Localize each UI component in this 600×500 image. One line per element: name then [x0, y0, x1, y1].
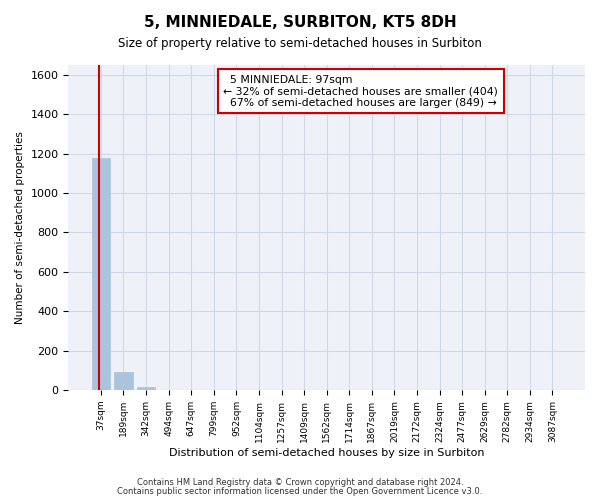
- Text: 5, MINNIEDALE, SURBITON, KT5 8DH: 5, MINNIEDALE, SURBITON, KT5 8DH: [143, 15, 457, 30]
- X-axis label: Distribution of semi-detached houses by size in Surbiton: Distribution of semi-detached houses by …: [169, 448, 484, 458]
- Bar: [92, 158, 110, 390]
- Text: Contains public sector information licensed under the Open Government Licence v3: Contains public sector information licen…: [118, 487, 482, 496]
- Bar: [137, 386, 155, 390]
- Text: Size of property relative to semi-detached houses in Surbiton: Size of property relative to semi-detach…: [118, 38, 482, 51]
- Text: Contains HM Land Registry data © Crown copyright and database right 2024.: Contains HM Land Registry data © Crown c…: [137, 478, 463, 487]
- Y-axis label: Number of semi-detached properties: Number of semi-detached properties: [15, 131, 25, 324]
- Bar: [115, 372, 133, 390]
- Text: 5 MINNIEDALE: 97sqm
← 32% of semi-detached houses are smaller (404)
  67% of sem: 5 MINNIEDALE: 97sqm ← 32% of semi-detach…: [223, 75, 498, 108]
